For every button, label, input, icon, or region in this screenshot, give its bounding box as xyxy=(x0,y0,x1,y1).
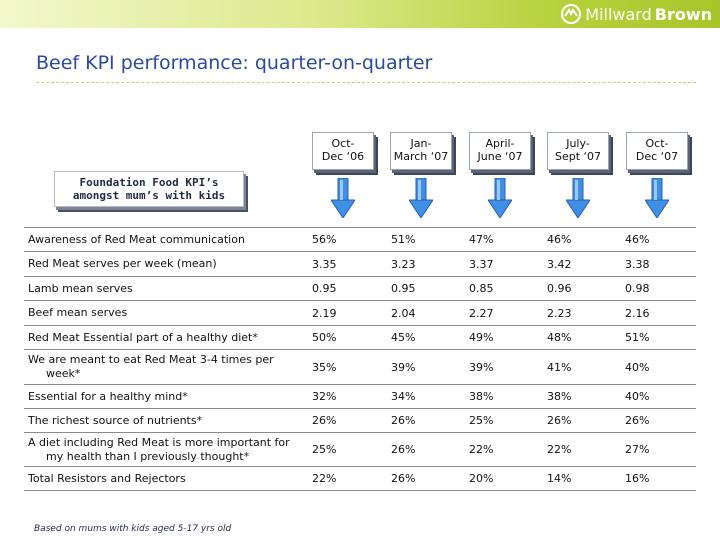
logo-text-brown: Brown xyxy=(654,4,712,24)
table-row: Beef mean serves 2.19 2.04 2.27 2.23 2.1… xyxy=(24,300,696,326)
kpi-table: Awareness of Red Meat communication 56% … xyxy=(24,227,696,491)
table-row: Red Meat Essential part of a healthy die… xyxy=(24,325,696,350)
table-cell: 25% xyxy=(463,408,541,433)
table-cell: 26% xyxy=(619,408,696,433)
table-cell: 35% xyxy=(306,349,385,385)
table-cell: 3.37 xyxy=(463,251,541,277)
table-cell: 22% xyxy=(463,432,541,467)
table-cell: 25% xyxy=(306,432,385,467)
millward-brown-logo-icon xyxy=(561,4,582,24)
down-arrow-icon xyxy=(566,178,590,218)
down-arrow-icon xyxy=(645,178,669,218)
row-label: Lamb mean serves xyxy=(24,276,306,301)
row-label: Essential for a healthy mind* xyxy=(24,384,306,409)
top-banner: Millward Brown xyxy=(0,0,720,28)
table-cell: 48% xyxy=(541,325,619,350)
brand-logo: Millward Brown xyxy=(560,3,712,25)
table-cell: 3.35 xyxy=(306,251,385,277)
table-cell: 3.23 xyxy=(385,251,463,277)
table-cell: 26% xyxy=(541,408,619,433)
row-label: Total Resistors and Rejectors xyxy=(24,466,306,491)
table-cell: 39% xyxy=(463,349,541,385)
table-cell: 3.38 xyxy=(619,251,696,277)
table-cell: 45% xyxy=(385,325,463,350)
table-cell: 2.04 xyxy=(385,300,463,326)
table-cell: 3.42 xyxy=(541,251,619,277)
row-label: Awareness of Red Meat communication xyxy=(24,227,306,252)
table-cell: 2.23 xyxy=(541,300,619,326)
table-cell: 34% xyxy=(385,384,463,409)
table-cell: 47% xyxy=(463,227,541,252)
table-row: We are meant to eat Red Meat 3-4 times p… xyxy=(24,349,696,385)
table-cell: 2.19 xyxy=(306,300,385,326)
table-row: Lamb mean serves 0.95 0.95 0.85 0.96 0.9… xyxy=(24,276,696,301)
down-arrow-icon xyxy=(488,178,512,218)
table-cell: 38% xyxy=(463,384,541,409)
down-arrow-icon xyxy=(331,178,355,218)
row-label: We are meant to eat Red Meat 3-4 times p… xyxy=(28,353,274,380)
kpi-group-label: Foundation Food KPI’s amongst mum’s with… xyxy=(54,171,244,207)
table-cell: 38% xyxy=(541,384,619,409)
table-cell: 26% xyxy=(385,432,463,467)
table-cell: 26% xyxy=(385,466,463,491)
row-label: A diet including Red Meat is more import… xyxy=(28,435,290,463)
table-cell: 26% xyxy=(385,408,463,433)
table-cell: 39% xyxy=(385,349,463,385)
table-row: Awareness of Red Meat communication 56% … xyxy=(24,227,696,252)
table-cell: 51% xyxy=(619,325,696,350)
table-cell: 0.95 xyxy=(385,276,463,301)
table-cell: 32% xyxy=(306,384,385,409)
down-arrow-icon xyxy=(409,178,433,218)
table-cell: 49% xyxy=(463,325,541,350)
table-cell: 16% xyxy=(619,466,696,491)
table-cell: 40% xyxy=(619,349,696,385)
table-cell: 2.16 xyxy=(619,300,696,326)
table-cell: 27% xyxy=(619,432,696,467)
table-row: A diet including Red Meat is more import… xyxy=(24,432,696,467)
footnote: Based on mums with kids aged 5-17 yrs ol… xyxy=(34,524,232,534)
period-header-3: April- June ‘07 xyxy=(469,132,531,170)
logo-text-millward: Millward xyxy=(585,4,652,24)
table-cell: 0.85 xyxy=(463,276,541,301)
table-cell: 41% xyxy=(541,349,619,385)
table-cell: 50% xyxy=(306,325,385,350)
page-title: Beef KPI performance: quarter-on-quarter xyxy=(36,52,433,74)
period-header-2: Jan- March ‘07 xyxy=(390,132,452,170)
table-cell: 2.27 xyxy=(463,300,541,326)
row-label: Beef mean serves xyxy=(24,300,306,326)
table-cell: 22% xyxy=(306,466,385,491)
period-header-5: Oct- Dec ‘07 xyxy=(626,132,688,170)
table-cell: 0.98 xyxy=(619,276,696,301)
table-cell: 22% xyxy=(541,432,619,467)
table-cell: 0.96 xyxy=(541,276,619,301)
period-header-1: Oct- Dec ‘06 xyxy=(312,132,374,170)
table-row: Red Meat serves per week (mean) 3.35 3.2… xyxy=(24,251,696,277)
title-divider xyxy=(36,82,696,83)
table-row: The richest source of nutrients* 26% 26%… xyxy=(24,408,696,433)
table-row: Total Resistors and Rejectors 22% 26% 20… xyxy=(24,466,696,491)
row-label: Red Meat Essential part of a healthy die… xyxy=(24,325,306,350)
table-cell: 20% xyxy=(463,466,541,491)
table-cell: 56% xyxy=(306,227,385,252)
table-cell: 26% xyxy=(306,408,385,433)
table-row: Essential for a healthy mind* 32% 34% 38… xyxy=(24,384,696,409)
table-cell: 46% xyxy=(541,227,619,252)
table-cell: 51% xyxy=(385,227,463,252)
row-label: The richest source of nutrients* xyxy=(24,408,306,433)
table-cell: 46% xyxy=(619,227,696,252)
row-label: Red Meat serves per week (mean) xyxy=(24,251,306,277)
table-cell: 0.95 xyxy=(306,276,385,301)
period-header-4: July- Sept ‘07 xyxy=(547,132,609,170)
table-cell: 40% xyxy=(619,384,696,409)
table-cell: 14% xyxy=(541,466,619,491)
